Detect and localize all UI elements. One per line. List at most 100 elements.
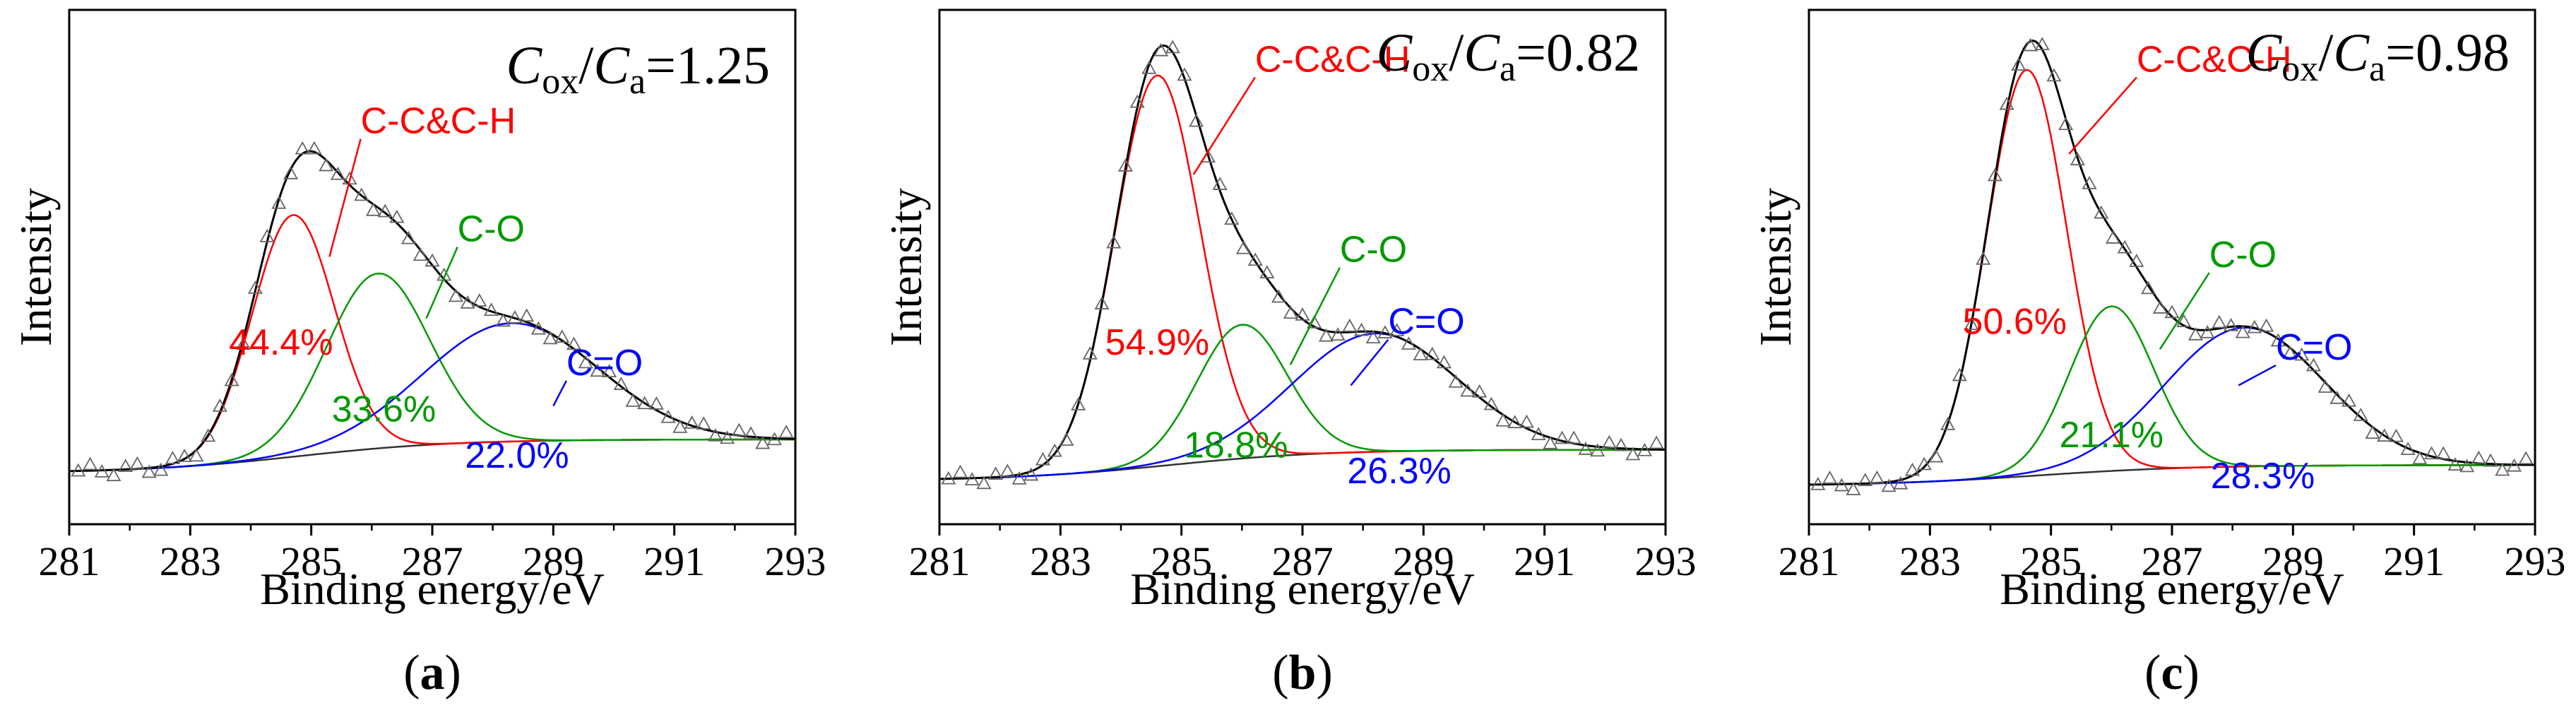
- data-point: [1247, 252, 1263, 266]
- ratio-label: Cox/Ca=0.98: [2246, 23, 2510, 89]
- data-point: [129, 456, 145, 470]
- data-point: [365, 202, 381, 216]
- data-point: [259, 229, 275, 242]
- data-point: [2495, 462, 2510, 476]
- data-point: [1987, 167, 2002, 182]
- data-point: [1507, 415, 1523, 429]
- data-point: [1106, 235, 1122, 249]
- label-c-o: C-O: [458, 209, 525, 250]
- x-tick-label: 287: [402, 538, 463, 584]
- data-point: [2212, 314, 2227, 329]
- data-point: [1964, 317, 1979, 331]
- data-point: [94, 464, 109, 478]
- envelope-curve: [1809, 39, 2536, 486]
- x-tick-label: 281: [39, 538, 100, 584]
- data-point: [495, 313, 511, 327]
- label-cc-ch: C-C&C-H: [2137, 39, 2292, 80]
- ratio-label: Cox/Ca=1.25: [506, 36, 771, 102]
- data-point: [1578, 442, 1593, 455]
- data-point: [1295, 307, 1310, 321]
- x-tick-label: 293: [1635, 538, 1697, 584]
- data-point: [1436, 355, 1452, 369]
- data-point: [141, 464, 157, 478]
- data-point: [566, 336, 581, 350]
- y-axis-title: Intensity: [11, 188, 61, 346]
- x-tick-label: 291: [1514, 538, 1575, 584]
- fit-curves: [1809, 37, 2536, 495]
- data-point: [554, 329, 570, 343]
- x-tick-label: 293: [2505, 538, 2566, 584]
- x-ticks: 281 283 285 287 289 291 293: [1779, 524, 2566, 584]
- data-point: [1235, 240, 1252, 254]
- data-point: [2377, 428, 2392, 442]
- data-point: [1940, 416, 1956, 430]
- data-point: [212, 398, 227, 412]
- data-point: [672, 420, 688, 433]
- data-point: [83, 456, 98, 471]
- data-point: [2294, 347, 2310, 361]
- data-point: [354, 187, 369, 201]
- label-cc-ch: C-C&C-H: [361, 101, 516, 142]
- data-point: [1543, 435, 1558, 449]
- data-point: [530, 321, 546, 335]
- data-point: [1153, 42, 1169, 57]
- data-point: [2164, 305, 2180, 319]
- peak-cc-ch: [1809, 69, 2535, 486]
- data-point: [2094, 205, 2109, 219]
- data-point: [1566, 430, 1581, 444]
- data-point: [1271, 289, 1287, 303]
- data-point: [1846, 482, 1861, 495]
- data-point: [153, 462, 169, 476]
- data-point: [1952, 367, 1967, 382]
- data-point: [106, 468, 121, 482]
- x-tick-label: 289: [523, 538, 584, 584]
- data-point: [1483, 396, 1499, 410]
- data-point: [2176, 314, 2192, 327]
- data-point: [2305, 358, 2321, 372]
- fit-curves: [939, 40, 1666, 490]
- data-point: [1460, 383, 1476, 397]
- data-point: [460, 295, 475, 309]
- percent-c-o: 18.8%: [1184, 425, 1288, 466]
- label-c-eq-o: C=O: [566, 343, 643, 384]
- leader-line-c-eq-o: [552, 380, 567, 407]
- data-point: [1531, 427, 1546, 441]
- data-point: [2471, 450, 2486, 464]
- data-point: [1283, 305, 1298, 319]
- label-cc-ch: C-C&C-H: [1255, 39, 1411, 80]
- data-point: [2046, 68, 2062, 82]
- data-point: [2070, 152, 2085, 165]
- plot-frame: [1808, 8, 2536, 526]
- data-point: [2223, 318, 2239, 331]
- data-point: [377, 203, 393, 218]
- data-point: [236, 336, 251, 350]
- data-point: [1904, 462, 1921, 476]
- data-point: [941, 471, 956, 485]
- data-point: [2341, 393, 2357, 407]
- data-point: [1259, 265, 1275, 278]
- data-point: [342, 171, 357, 185]
- annotations: C-C&C-H C-O C=O 44.4% 33.6% 22.0%: [229, 101, 643, 476]
- peak-c-eq-o: [1809, 326, 2536, 486]
- data-point: [1649, 435, 1664, 449]
- data-point: [1165, 40, 1180, 54]
- data-point: [1976, 251, 1991, 265]
- fit-curves: [69, 141, 796, 482]
- peak-cc-ch: [939, 74, 1666, 480]
- data-point: [2034, 37, 2050, 51]
- data-point: [2483, 453, 2498, 467]
- x-tick-label: 281: [1779, 538, 1840, 584]
- data-point: [1472, 384, 1488, 398]
- data-point: [1330, 327, 1346, 341]
- data-point: [2435, 446, 2451, 460]
- panel-label: (a): [403, 646, 461, 700]
- data-point: [1082, 346, 1098, 360]
- label-c-eq-o: C=O: [2276, 327, 2352, 368]
- leader-line-c-eq-o: [2238, 364, 2277, 386]
- data-point: [2188, 326, 2203, 341]
- leader-line-cc-ch: [1192, 76, 1256, 175]
- data-point: [1094, 296, 1110, 309]
- data-point: [1554, 430, 1570, 444]
- panel-a: 281 283 285 287 289 291 293 C-C&C-H C-O C=O 44.4%…: [11, 8, 826, 700]
